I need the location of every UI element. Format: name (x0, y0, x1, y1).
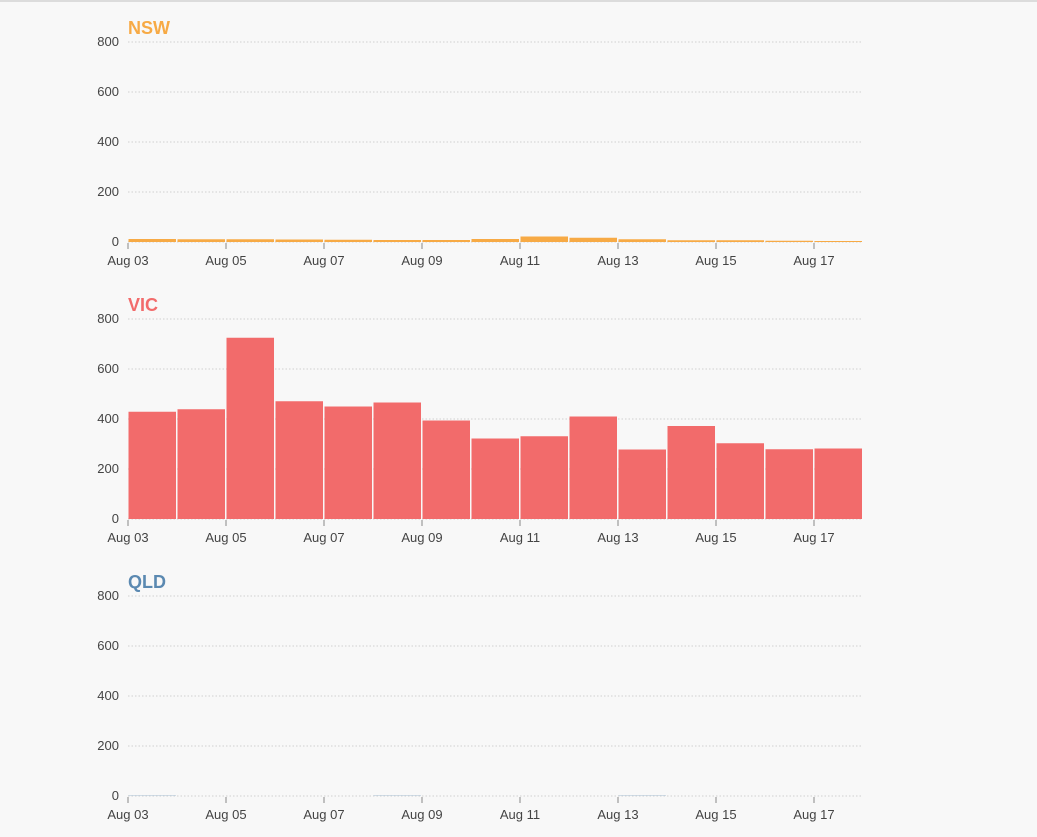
qld-x-tick-label: Aug 13 (597, 807, 638, 822)
nsw-bar (471, 239, 519, 242)
vic-bar (128, 411, 176, 519)
qld-x-tick-label: Aug 15 (695, 807, 736, 822)
nsw-x-tick-label: Aug 17 (793, 253, 834, 268)
chart-vic: VIC 0 200 400 600 800 Aug 03 Aug 05 Aug 07 Aug 09… (97, 295, 863, 545)
vic-bar (471, 438, 519, 519)
qld-y-tick-label: 0 (112, 788, 119, 803)
vic-x-tick-label: Aug 03 (107, 530, 148, 545)
vic-title: VIC (128, 295, 158, 315)
qld-x-tick-label: Aug 07 (303, 807, 344, 822)
vic-bar (814, 448, 862, 519)
nsw-x-tick-label: Aug 03 (107, 253, 148, 268)
nsw-x-tick-label: Aug 05 (205, 253, 246, 268)
vic-bar (667, 426, 715, 519)
nsw-x-tick-label: Aug 13 (597, 253, 638, 268)
vic-y-tick-label: 800 (97, 311, 119, 326)
nsw-bar (324, 239, 372, 242)
vic-bar (618, 449, 666, 519)
nsw-x-tick-label: Aug 07 (303, 253, 344, 268)
qld-y-tick-label: 800 (97, 588, 119, 603)
vic-bar (422, 420, 470, 519)
vic-bar (569, 416, 617, 519)
nsw-bar (275, 239, 323, 242)
nsw-y-tick-label: 0 (112, 234, 119, 249)
nsw-bar (765, 240, 813, 242)
nsw-bar (520, 236, 568, 242)
nsw-bar (618, 239, 666, 242)
qld-title: QLD (128, 572, 166, 592)
vic-x-tick-label: Aug 09 (401, 530, 442, 545)
nsw-x-tick-label: Aug 15 (695, 253, 736, 268)
vic-x-tick-label: Aug 15 (695, 530, 736, 545)
vic-bar (177, 409, 225, 519)
qld-x-tick-label: Aug 03 (107, 807, 148, 822)
vic-bar (765, 449, 813, 519)
vic-bar (226, 337, 274, 519)
chart-qld: QLD 0 200 400 600 800 Aug 03 Aug 05 Aug 07 Aug 09… (97, 572, 863, 822)
nsw-bar (128, 239, 176, 242)
nsw-bar (373, 240, 421, 242)
vic-x-tick-label: Aug 07 (303, 530, 344, 545)
nsw-x-tick-label: Aug 09 (401, 253, 442, 268)
nsw-y-tick-label: 200 (97, 184, 119, 199)
vic-bar (373, 402, 421, 519)
nsw-y-tick-label: 600 (97, 84, 119, 99)
nsw-bar (814, 241, 862, 242)
vic-y-tick-label: 200 (97, 461, 119, 476)
vic-y-tick-label: 0 (112, 511, 119, 526)
nsw-x-tick-label: Aug 11 (500, 253, 540, 268)
nsw-title: NSW (128, 18, 170, 38)
qld-y-tick-label: 200 (97, 738, 119, 753)
vic-x-tick-label: Aug 17 (793, 530, 834, 545)
nsw-bar (177, 239, 225, 242)
vic-y-tick-label: 400 (97, 411, 119, 426)
qld-x-tick-label: Aug 11 (500, 807, 540, 822)
qld-x-tick-label: Aug 05 (205, 807, 246, 822)
vic-x-tick-label: Aug 05 (205, 530, 246, 545)
qld-y-tick-label: 400 (97, 688, 119, 703)
vic-bar (275, 401, 323, 519)
vic-bar (716, 443, 764, 519)
chart-nsw: NSW 0 200 400 600 800 Aug 03 Aug 05 Aug 07 Aug 09… (97, 18, 863, 268)
nsw-bar (422, 240, 470, 242)
nsw-y-tick-label: 800 (97, 34, 119, 49)
nsw-bar (569, 237, 617, 242)
nsw-bar (716, 240, 764, 242)
vic-y-tick-label: 600 (97, 361, 119, 376)
qld-y-tick-label: 600 (97, 638, 119, 653)
nsw-bar (667, 240, 715, 242)
top-border (0, 0, 1037, 2)
vic-x-tick-label: Aug 13 (597, 530, 638, 545)
nsw-y-tick-label: 400 (97, 134, 119, 149)
nsw-bar (226, 239, 274, 242)
vic-x-tick-label: Aug 11 (500, 530, 540, 545)
qld-x-tick-label: Aug 09 (401, 807, 442, 822)
vic-bar (520, 436, 568, 519)
qld-x-tick-label: Aug 17 (793, 807, 834, 822)
vic-bar (324, 406, 372, 519)
